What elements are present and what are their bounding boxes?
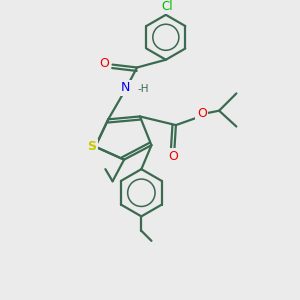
Text: O: O	[197, 107, 207, 120]
Text: O: O	[168, 150, 178, 163]
Text: N: N	[121, 81, 130, 94]
Text: Cl: Cl	[161, 0, 173, 13]
Text: -H: -H	[138, 84, 149, 94]
Text: O: O	[100, 57, 110, 70]
Text: S: S	[87, 140, 96, 153]
